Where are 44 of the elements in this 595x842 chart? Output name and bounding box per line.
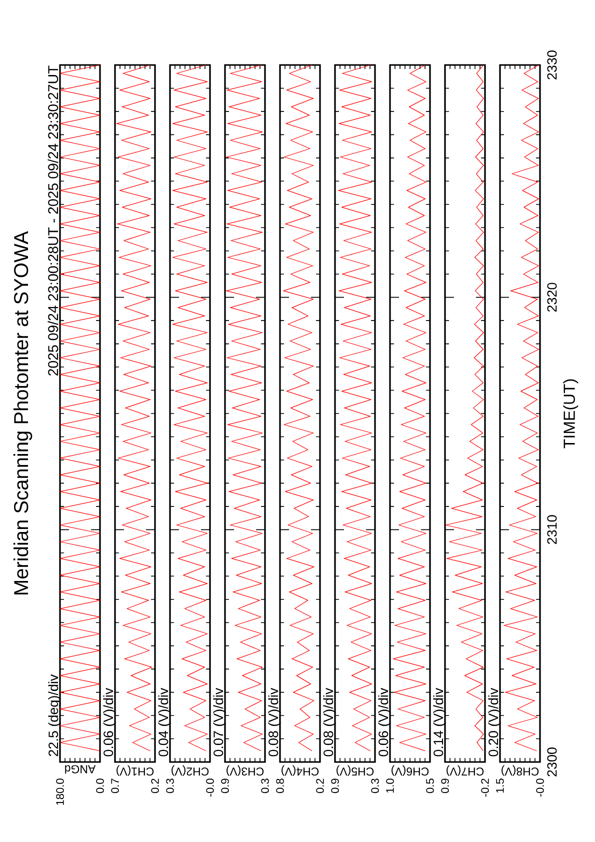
x-axis-title: CH4(V) (282, 765, 319, 776)
text: 2025 09/24 23:00:28UT - 2025 09/24 23:30:27UT (48, 66, 58, 376)
x-tick-label: 0.2 (316, 778, 324, 794)
x-tick-label: 0.9 (441, 778, 449, 794)
x-axis-title: CH6(V) (392, 765, 429, 776)
annotation: 0.14 (V)/div (433, 688, 446, 756)
x-tick-label: 0.0 (96, 778, 104, 794)
x-axis-title: CH1(V) (116, 765, 154, 776)
annotation: 0.06 (V)/div (103, 688, 116, 756)
x-axis-title: CH5(V) (336, 765, 374, 776)
annotation: 22.5 (deg)/div (48, 674, 61, 756)
y-tick-label: 2320 (547, 282, 557, 312)
x-tick-label: 0.9 (331, 778, 339, 794)
x-tick-label: 0.2 (151, 778, 159, 794)
x-tick-label: -0.0 (206, 778, 214, 797)
y-tick-label: 2310 (547, 515, 557, 544)
annotation: 0.08 (V)/div (268, 688, 281, 756)
annotation: 0.04 (V)/div (158, 688, 171, 756)
x-tick-label: 0.3 (371, 778, 379, 794)
x-tick-label: 0.3 (166, 778, 174, 794)
x-tick-label: -0.2 (481, 778, 489, 797)
annotation: 0.08 (V)/div (323, 688, 336, 756)
x-axis-title: CH8(V) (502, 765, 539, 776)
y-axis-title: TIME(UT) (563, 379, 578, 448)
x-tick-label: 1.5 (496, 778, 504, 793)
x-axis-title: CH3(V) (226, 765, 264, 776)
x-tick-label: 0.5 (426, 778, 434, 794)
x-tick-label: 0.9 (221, 778, 229, 794)
annotation: 0.06 (V)/div (378, 688, 391, 756)
x-tick-label: -0.0 (536, 778, 544, 797)
x-tick-label: 1.0 (386, 778, 394, 793)
x-tick-label: 0.7 (111, 778, 119, 794)
annotation: 0.20 (V)/div (488, 688, 501, 756)
x-axis-title: ANGd (65, 765, 96, 774)
y-tick-label: 2300 (547, 748, 557, 776)
x-tick-label: 0.3 (261, 778, 269, 794)
x-axis-title: CH2(V) (172, 765, 209, 776)
annotation: 0.07 (V)/div (213, 688, 226, 756)
x-tick-label: 0.8 (276, 778, 284, 794)
x-tick-label: 180.0 (56, 778, 64, 805)
text: Meridian Scanning Photomter at SYOWA (14, 231, 32, 594)
x-axis-title: CH7(V) (446, 765, 484, 776)
y-tick-label: 2330 (547, 50, 557, 80)
line-series (504, 64, 539, 752)
